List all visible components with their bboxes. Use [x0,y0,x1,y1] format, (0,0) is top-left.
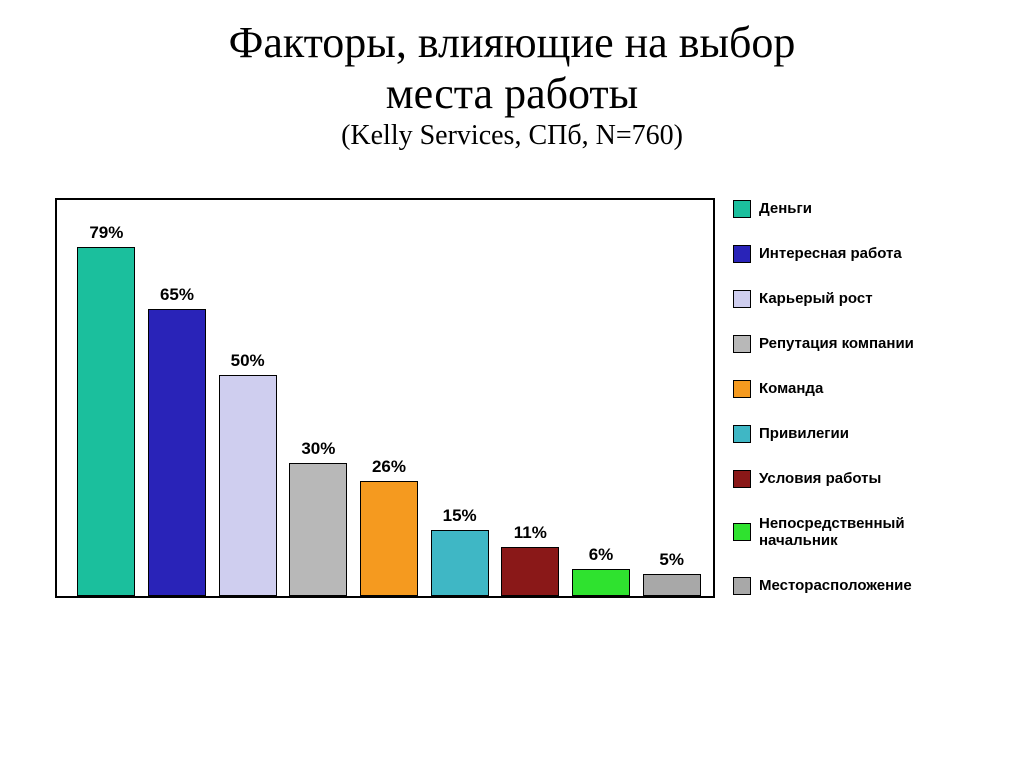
bar [572,569,630,596]
legend-item: Карьерый рост [733,290,934,308]
legend-item: Интересная работа [733,245,934,263]
legend: Деньги Интересная работа Карьерый рост Репу… [715,198,934,622]
bar [360,481,418,596]
bar-value-label: 65% [142,285,212,305]
legend-item: Деньги [733,200,934,218]
bar [643,574,701,596]
bar [289,463,347,596]
bar-value-label: 15% [425,506,495,526]
plot-area: 79% 65% 50% 30%26% 15%11%6%5% [55,198,715,598]
legend-swatch [733,335,751,353]
legend-swatch [733,470,751,488]
title-line-1: Факторы, влияющие на выбор [0,18,1024,69]
title-line-2: места работы [0,69,1024,120]
bar-chart: 79% 65% 50% 30%26% 15%11%6%5% Деньги Интересн… [55,198,965,618]
title-block: Факторы, влияющие на выбор места работы … [0,18,1024,153]
legend-label: Интересная работа [759,245,902,262]
bar [77,247,135,596]
bar-value-label: 50% [213,351,283,371]
legend-label: Карьерый рост [759,290,873,307]
legend-swatch [733,245,751,263]
legend-swatch [733,380,751,398]
bar-value-label: 11% [495,523,565,543]
legend-swatch [733,577,751,595]
legend-label: Месторасположение [759,577,912,594]
legend-item: Условия работы [733,470,934,488]
bar-value-label: 30% [283,439,353,459]
legend-item: Привилегии [733,425,934,443]
legend-swatch [733,290,751,308]
bar-value-label: 79% [71,223,141,243]
legend-label: Непосредственный начальник [759,515,934,550]
subtitle: (Kelly Services, СПб, N=760) [0,119,1024,153]
bar-value-label: 5% [637,550,707,570]
bar [501,547,559,596]
legend-item: Команда [733,380,934,398]
bar [148,309,206,596]
legend-item: Непосредственный начальник [733,515,934,550]
legend-label: Репутация компании [759,335,914,352]
bar-value-label: 6% [566,545,636,565]
legend-label: Деньги [759,200,812,217]
bar [219,375,277,596]
legend-swatch [733,523,751,541]
legend-swatch [733,200,751,218]
slide: Факторы, влияющие на выбор места работы … [0,0,1024,767]
bar [431,530,489,596]
legend-item: Месторасположение [733,577,934,595]
legend-item: Репутация компании [733,335,934,353]
legend-label: Условия работы [759,470,881,487]
bar-value-label: 26% [354,457,424,477]
legend-label: Команда [759,380,823,397]
legend-label: Привилегии [759,425,849,442]
legend-swatch [733,425,751,443]
